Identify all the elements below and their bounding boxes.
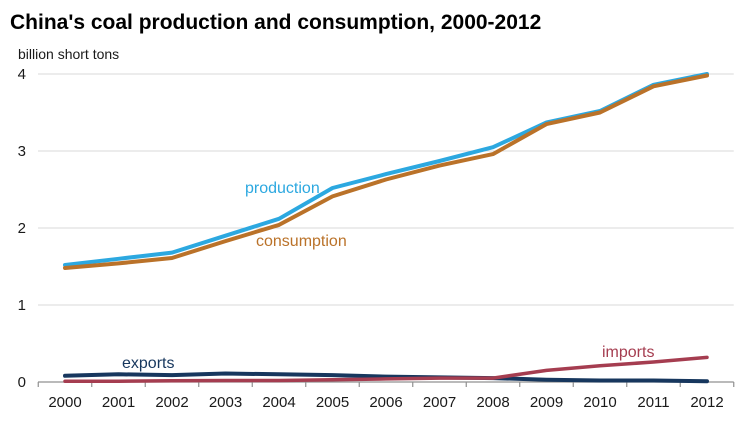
unit-label: billion short tons: [18, 46, 119, 62]
x-tick-label-2011: 2011: [637, 394, 669, 411]
x-tick-label-2004: 2004: [262, 394, 295, 411]
y-tick-label-2: 2: [18, 220, 26, 237]
x-tick-label-2003: 2003: [209, 394, 242, 411]
y-tick-label-3: 3: [18, 143, 26, 160]
series-label-exports: exports: [122, 355, 174, 372]
series-label-consumption: consumption: [256, 233, 347, 250]
x-tick-label-2005: 2005: [316, 394, 349, 411]
chart-title: China's coal production and consumption,…: [10, 11, 541, 34]
series-line-production: [63, 72, 709, 267]
x-tick-label-2010: 2010: [583, 394, 616, 411]
x-tick-label-2006: 2006: [369, 394, 402, 411]
series-line-imports: [63, 355, 709, 383]
plot-area: 0 1 2 3 4 2000 2001 2002 2003 2004 2005 2006 2007 200…: [18, 66, 735, 411]
x-tick-label-2007: 2007: [423, 394, 456, 411]
x-tick-label-2000: 2000: [48, 394, 81, 411]
y-tick-label-4: 4: [18, 66, 26, 83]
x-tick-label-2012: 2012: [690, 394, 723, 411]
x-tick-label-2002: 2002: [155, 394, 188, 411]
x-tick-label-2001: 2001: [102, 394, 135, 411]
y-tick-label-1: 1: [18, 297, 26, 314]
y-tick-label-0: 0: [18, 374, 26, 391]
series-line-consumption: [63, 73, 709, 270]
x-tick-label-2008: 2008: [476, 394, 509, 411]
series-label-imports: imports: [602, 344, 654, 361]
x-tick-label-2009: 2009: [530, 394, 563, 411]
series-line-exports: [63, 371, 709, 384]
series-label-production: production: [245, 180, 320, 197]
